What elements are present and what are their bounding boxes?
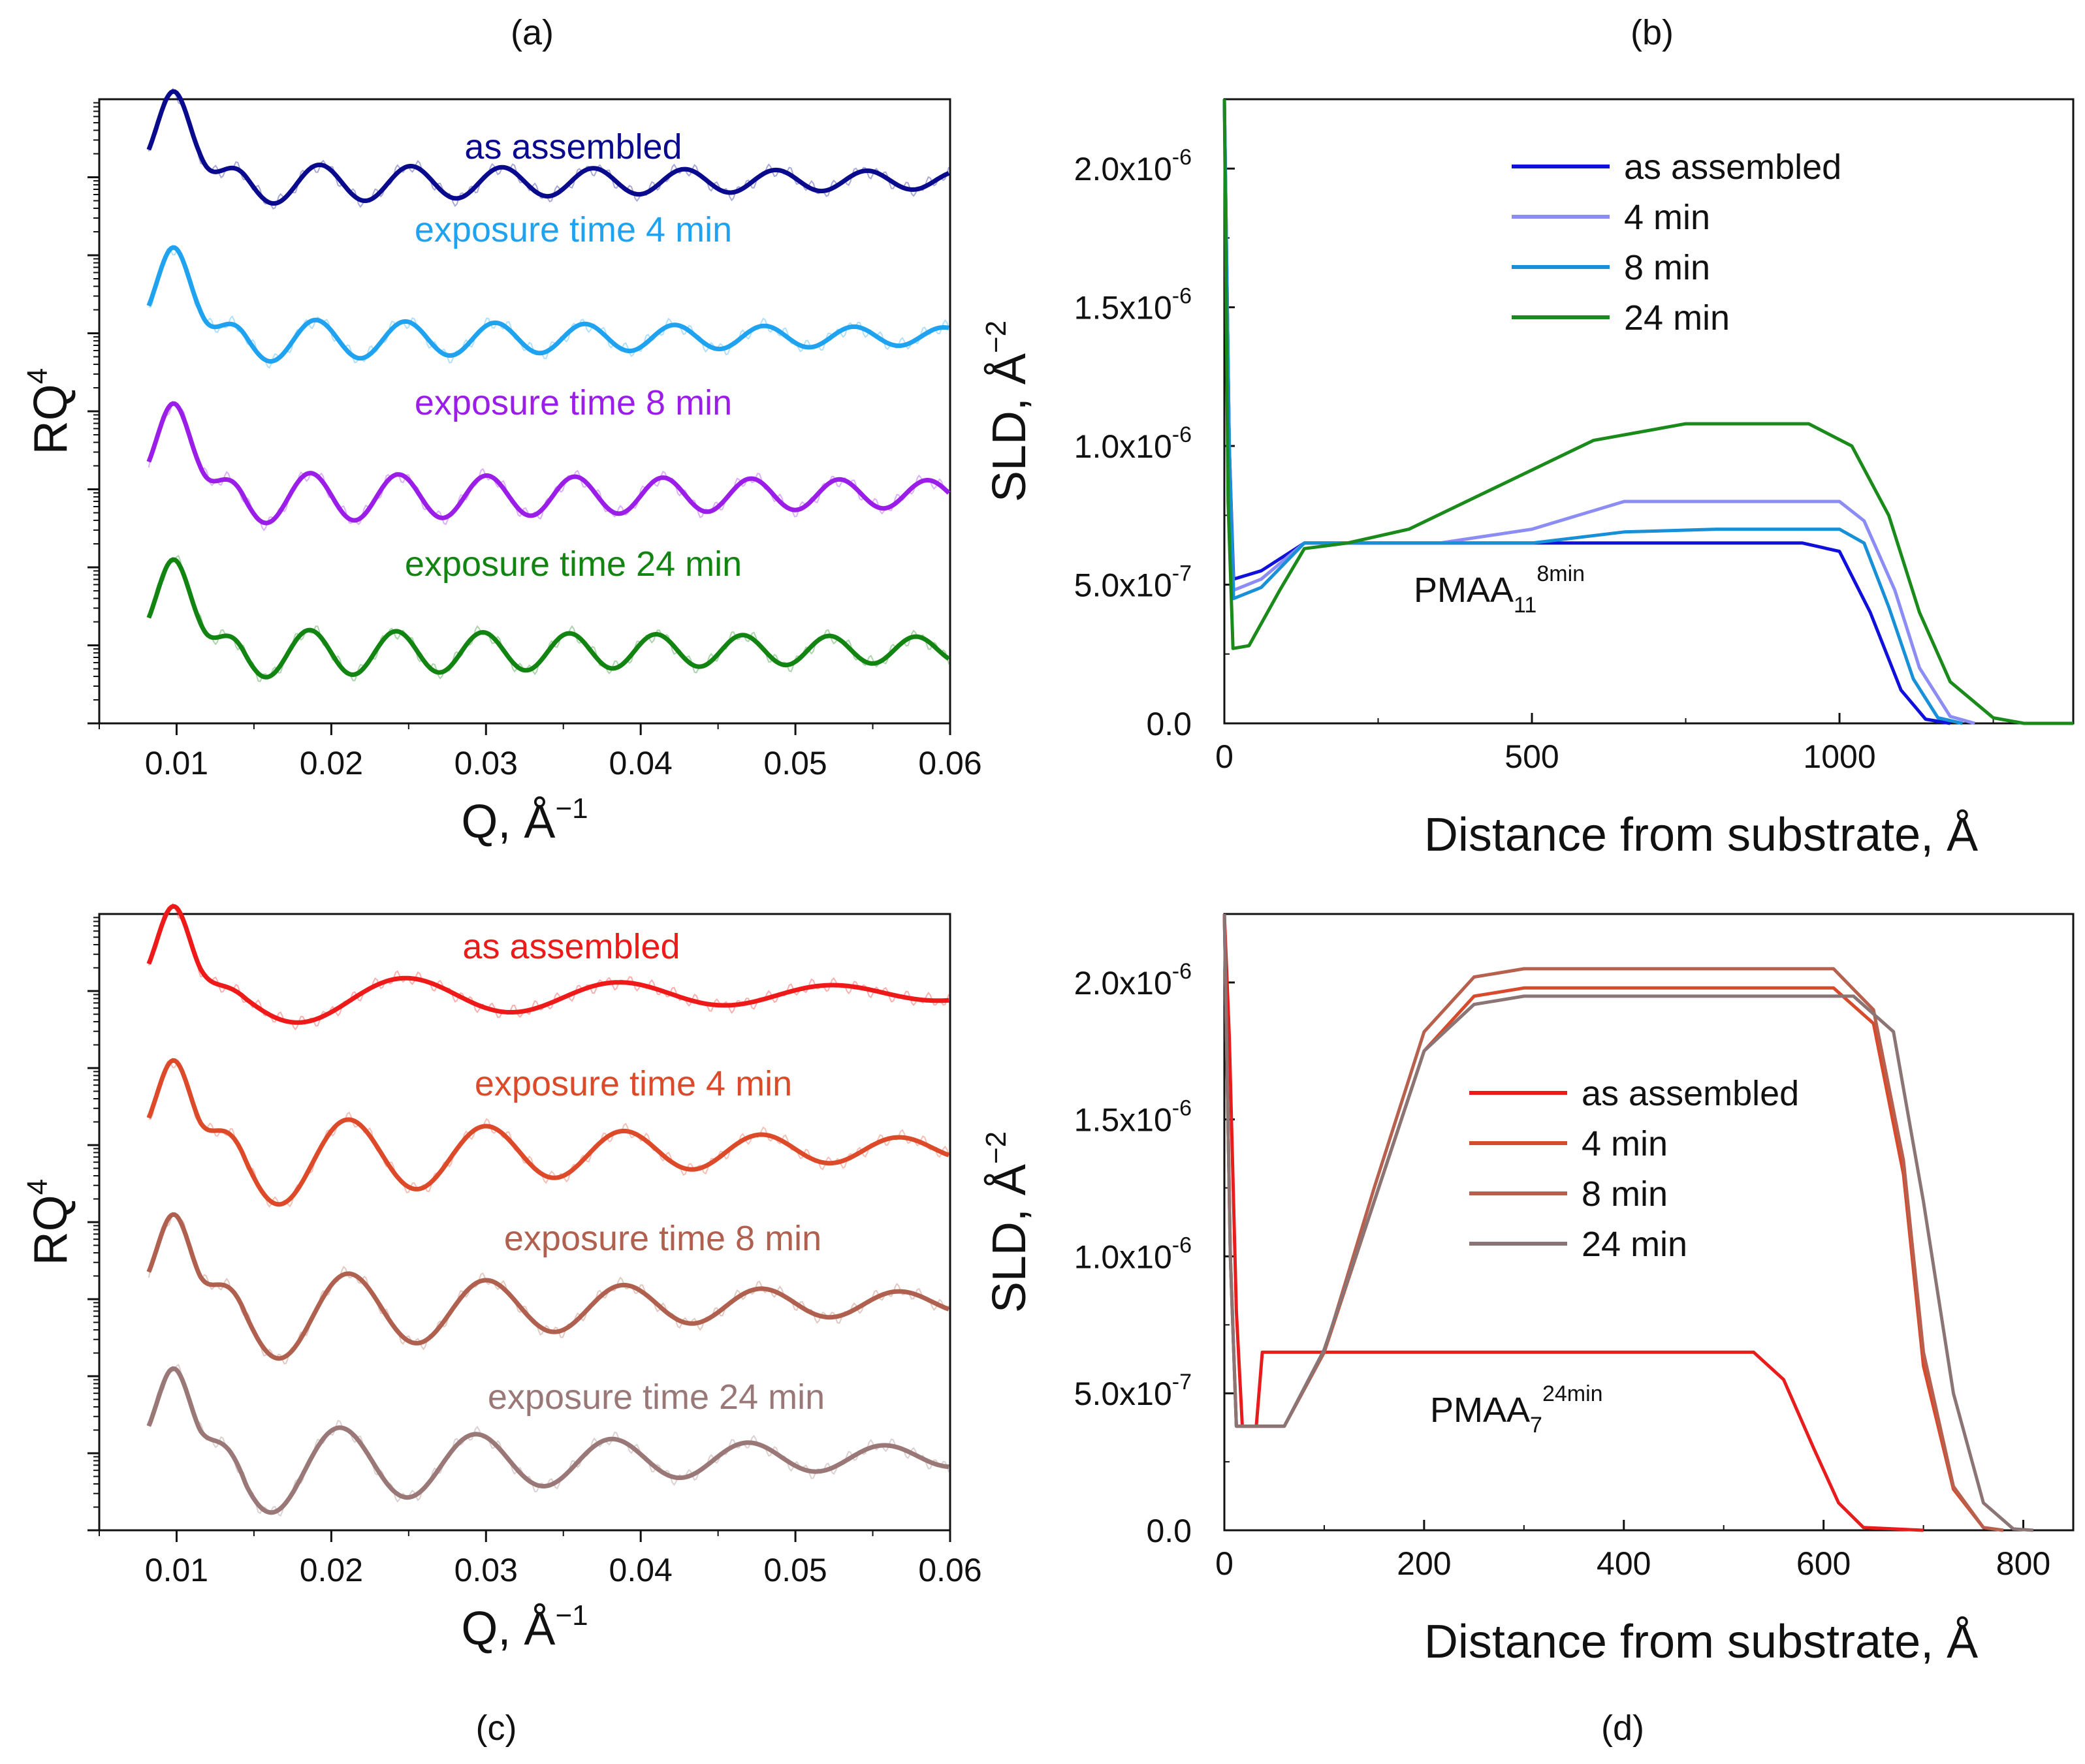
panel-label-c: (c) (476, 1709, 517, 1748)
chart-c-y-axis-title: RQ4 (22, 1179, 77, 1265)
panel-label-b: (b) (1631, 13, 1674, 52)
chart-c-series-0-fit (146, 904, 949, 1025)
chart-b: 0 500 1000 0.0 5.0x10-7 1.0x10-6 1.5x10-6 2.0x1… (980, 98, 2075, 861)
chart-c-series-1-fit (146, 1058, 950, 1207)
chart-c-series-2-label: exposure time 8 min (504, 1219, 821, 1258)
chart-c-xtick-label: 0.02 (300, 1552, 363, 1588)
chart-a-x-axis-title: Q, Å−1 (461, 793, 588, 848)
chart-b-ytick-label: 0.0 (1146, 706, 1192, 742)
chart-a-xtick-label: 0.04 (609, 745, 673, 781)
panel-label-a: (a) (511, 13, 554, 52)
chart-d-ytick-label: 0.0 (1146, 1513, 1192, 1549)
chart-d-series-2-line (1222, 913, 2004, 1532)
chart-c-series-0-data (148, 902, 950, 1031)
chart-c-series-3-fit (146, 1366, 949, 1515)
chart-c-series-0-label: as assembled (462, 927, 680, 966)
chart-d-xtick-label: 800 (1996, 1545, 2050, 1582)
chart-a-xtick-label: 0.03 (454, 745, 518, 781)
chart-d-annotation: PMAA724min (1430, 1381, 1603, 1438)
chart-d-ytick-label: 5.0x10-7 (1074, 1370, 1192, 1412)
chart-b-series-3-line (1222, 99, 2073, 725)
chart-d-legend-label-0: as assembled (1582, 1074, 1799, 1113)
chart-a-series-0-fit (146, 89, 950, 206)
chart-c-xtick-label: 0.03 (454, 1552, 518, 1588)
chart-a-series-0-label: as assembled (464, 127, 682, 166)
chart-b-plot-frame (1223, 98, 2075, 725)
chart-c-series-3-label: exposure time 24 min (488, 1378, 825, 1417)
chart-d-xtick-label: 600 (1796, 1545, 1851, 1582)
chart-b-ytick-label: 1.0x10-6 (1074, 422, 1192, 465)
chart-b-legend-label-0: as assembled (1624, 148, 1841, 187)
chart-b-series-1-line (1222, 99, 1975, 725)
chart-a-y-axis-title: RQ4 (22, 368, 77, 454)
chart-c-series-1-label: exposure time 4 min (475, 1064, 792, 1103)
chart-d-ytick-label: 1.5x10-6 (1074, 1096, 1192, 1139)
chart-a: 0.01 0.02 0.03 0.04 0.05 0.06 Q, Å−1 RQ4 as asse… (22, 87, 982, 848)
chart-d-legend-label-1: 4 min (1582, 1124, 1668, 1163)
chart-b-ytick-label: 1.5x10-6 (1074, 284, 1192, 326)
chart-a-series-1-fit (146, 245, 949, 364)
chart-c-xtick-label: 0.01 (145, 1552, 208, 1588)
chart-c-xtick-label: 0.06 (918, 1552, 981, 1588)
chart-b-y-axis-title: SLD, Å−2 (980, 321, 1036, 502)
chart-d-plot-frame (1223, 913, 2075, 1532)
chart-d-series-1-line (1222, 913, 2004, 1532)
chart-c-series-2-fit (146, 1212, 950, 1361)
chart-b-xtick-label: 0 (1215, 738, 1233, 775)
chart-d-xtick-label: 0 (1215, 1545, 1233, 1582)
chart-a-xtick-label: 0.06 (918, 745, 981, 781)
chart-d-series-0-line (1222, 913, 1924, 1532)
chart-b-legend-label-1: 4 min (1624, 198, 1710, 237)
chart-c-xtick-label: 0.04 (609, 1552, 673, 1588)
chart-d-ytick-label: 2.0x10-6 (1074, 959, 1192, 1001)
chart-d-series-3-line (1222, 913, 2033, 1532)
chart-b-ytick-label: 5.0x10-7 (1074, 561, 1192, 604)
panel-label-d: (d) (1601, 1709, 1644, 1748)
chart-a-series-3-label: exposure time 24 min (405, 544, 742, 584)
chart-d-legend-label-3: 24 min (1582, 1225, 1687, 1264)
chart-d-xtick-label: 400 (1597, 1545, 1651, 1582)
chart-b-legend-label-3: 24 min (1624, 298, 1730, 338)
chart-d-ytick-label: 1.0x10-6 (1074, 1233, 1192, 1275)
chart-b-ytick-label: 2.0x10-6 (1074, 145, 1192, 187)
chart-d-xtick-label: 200 (1397, 1545, 1451, 1582)
chart-b-series-2-line (1222, 99, 1963, 725)
chart-d-x-axis-title: Distance from substrate, Å (1424, 1616, 1978, 1668)
chart-a-series-2-fit (146, 401, 951, 526)
chart-d-y-axis-title: SLD, Å−2 (980, 1131, 1036, 1313)
chart-a-xtick-label: 0.02 (300, 745, 363, 781)
chart-c: 0.01 0.02 0.03 0.04 0.05 0.06 Q, Å−1 RQ4 as asse… (22, 902, 982, 1655)
chart-a-series-1-label: exposure time 4 min (415, 210, 732, 249)
chart-b-annotation: PMAA118min (1414, 561, 1585, 618)
chart-b-legend-label-2: 8 min (1624, 248, 1710, 287)
chart-d-legend-label-2: 8 min (1582, 1174, 1668, 1214)
chart-b-xtick-label: 500 (1504, 738, 1559, 775)
chart-b-series-0-line (1222, 99, 1951, 725)
chart-b-x-axis-title: Distance from substrate, Å (1424, 809, 1978, 861)
chart-a-series-3-fit (146, 557, 951, 680)
chart-a-series-2-label: exposure time 8 min (415, 383, 732, 422)
chart-a-xtick-label: 0.05 (763, 745, 827, 781)
chart-b-xtick-label: 1000 (1803, 738, 1875, 775)
chart-c-xtick-label: 0.05 (763, 1552, 827, 1588)
chart-a-xtick-label: 0.01 (145, 745, 208, 781)
chart-c-x-axis-title: Q, Å−1 (461, 1599, 588, 1655)
chart-d: 0 200 400 600 800 0.0 5.0x10-7 1.0x10-6 1.5x10-6… (980, 913, 2075, 1668)
